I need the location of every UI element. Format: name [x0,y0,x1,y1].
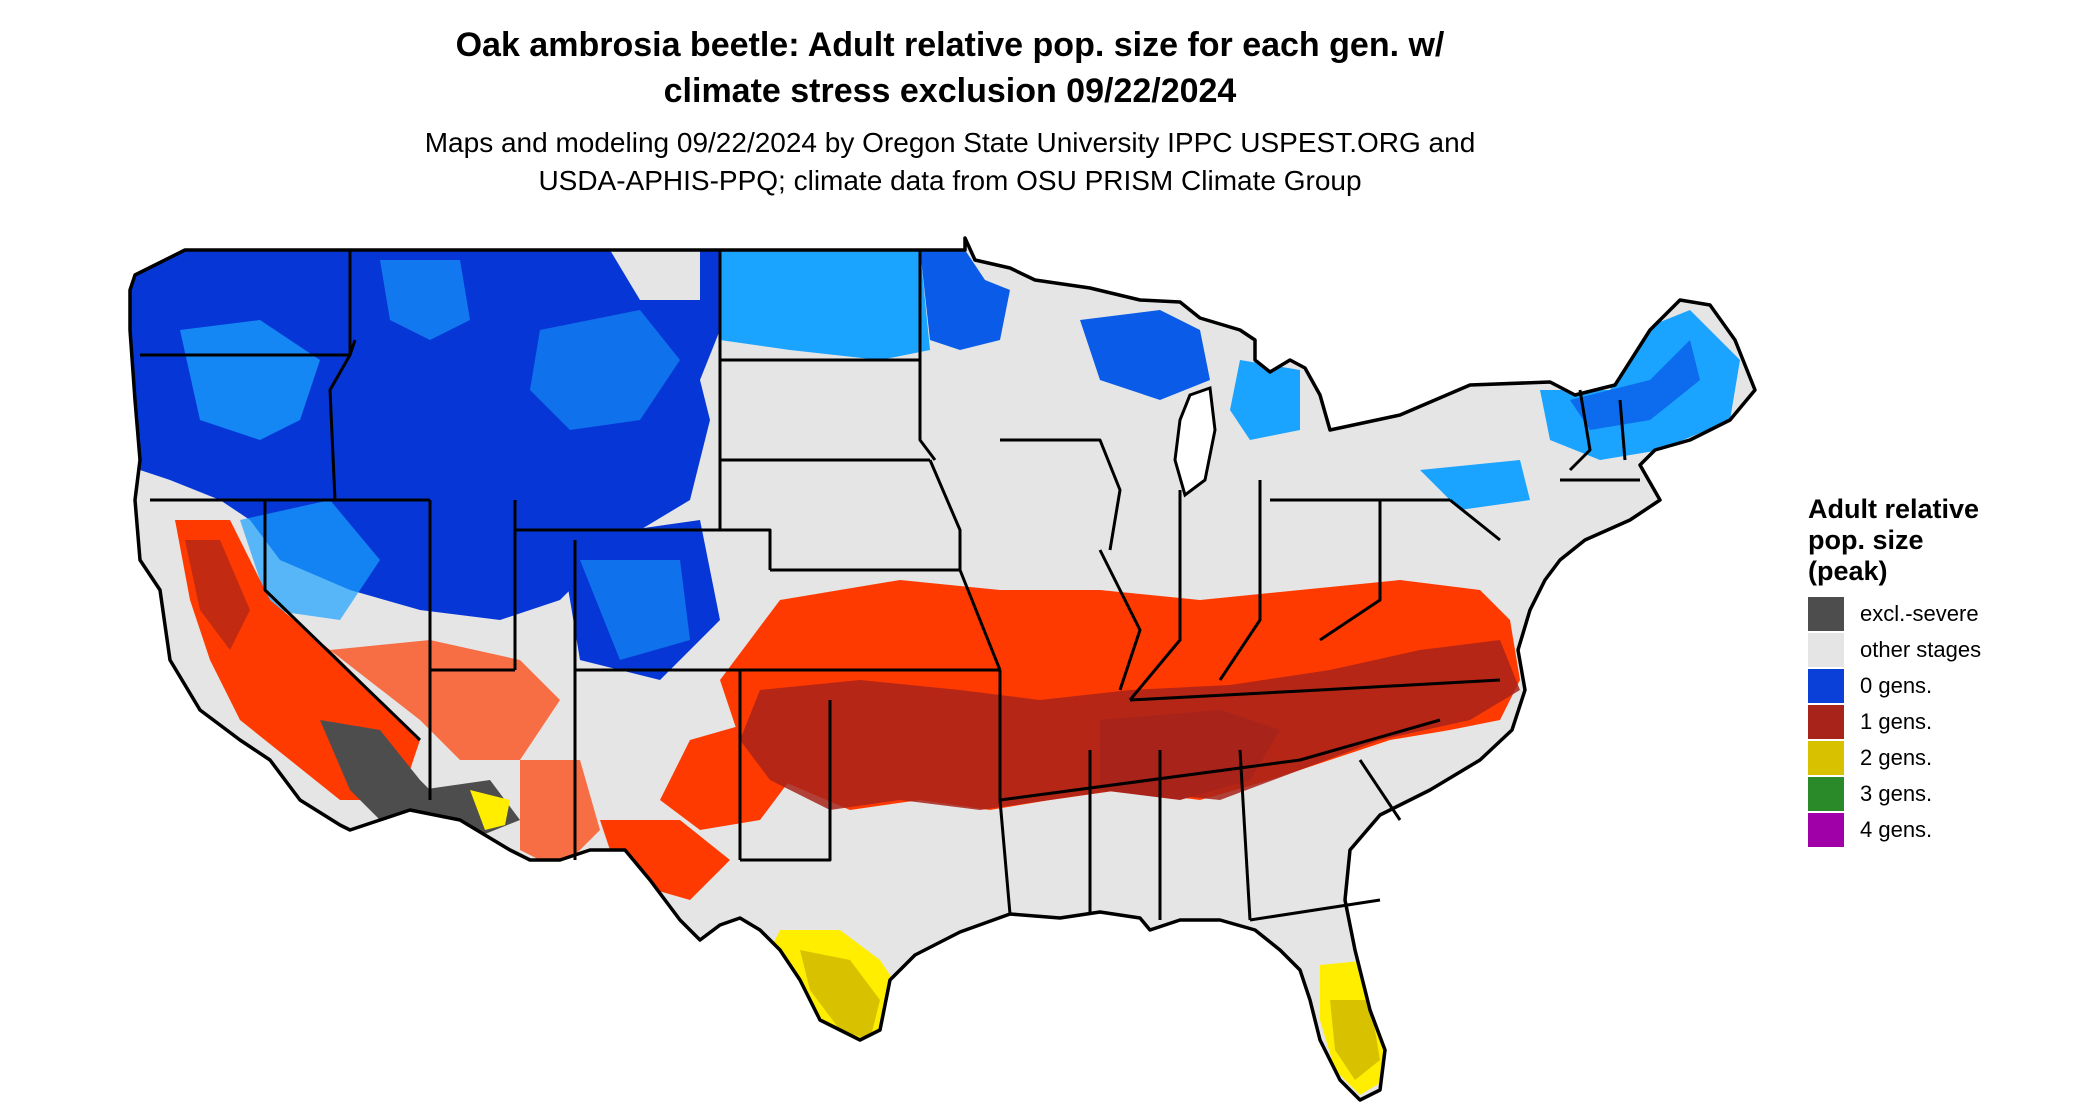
legend-swatch [1808,669,1844,703]
legend-item-4-gens: 4 gens. [1808,813,2088,849]
legend-swatch [1808,813,1844,847]
legend-title-line-1: Adult relative [1808,494,1980,524]
subtitle-line-2: USDA-APHIS-PPQ; climate data from OSU PR… [538,165,1362,196]
legend: Adult relative pop. size (peak) excl.-se… [1808,494,2088,849]
legend-item-2-gens: 2 gens. [1808,741,2088,777]
us-map [128,236,1757,1102]
legend-label: 1 gens. [1860,709,1933,734]
legend-item-excl-severe: excl.-severe [1808,597,2088,633]
legend-swatch [1808,777,1844,811]
legend-item-0-gens: 0 gens. [1808,669,2088,705]
legend-swatch [1808,597,1844,631]
legend-label: other stages [1860,637,1982,662]
title-line-1: Oak ambrosia beetle: Adult relative pop.… [455,26,1445,64]
legend-item-1-gens: 1 gens. [1808,705,2088,741]
legend-label: 4 gens. [1860,817,1933,842]
legend-title-line-3: (peak) [1808,556,1888,586]
subtitle-line-1: Maps and modeling 09/22/2024 by Oregon S… [424,127,1476,158]
legend-title: Adult relative pop. size (peak) [1808,494,2088,587]
legend-label: 2 gens. [1860,745,1933,770]
map-subtitle: Maps and modeling 09/22/2024 by Oregon S… [0,124,1900,200]
map-title: Oak ambrosia beetle: Adult relative pop.… [0,22,1900,114]
legend-swatch [1808,741,1844,775]
legend-title-line-2: pop. size [1808,525,1924,555]
legend-item-3-gens: 3 gens. [1808,777,2088,813]
title-line-2: climate stress exclusion 09/22/2024 [663,72,1237,110]
legend-label: excl.-severe [1860,601,1979,626]
legend-label: 3 gens. [1860,781,1933,806]
legend-swatch [1808,705,1844,739]
legend-item-other-stages: other stages [1808,633,2088,669]
legend-label: 0 gens. [1860,673,1933,698]
legend-swatch [1808,633,1844,667]
